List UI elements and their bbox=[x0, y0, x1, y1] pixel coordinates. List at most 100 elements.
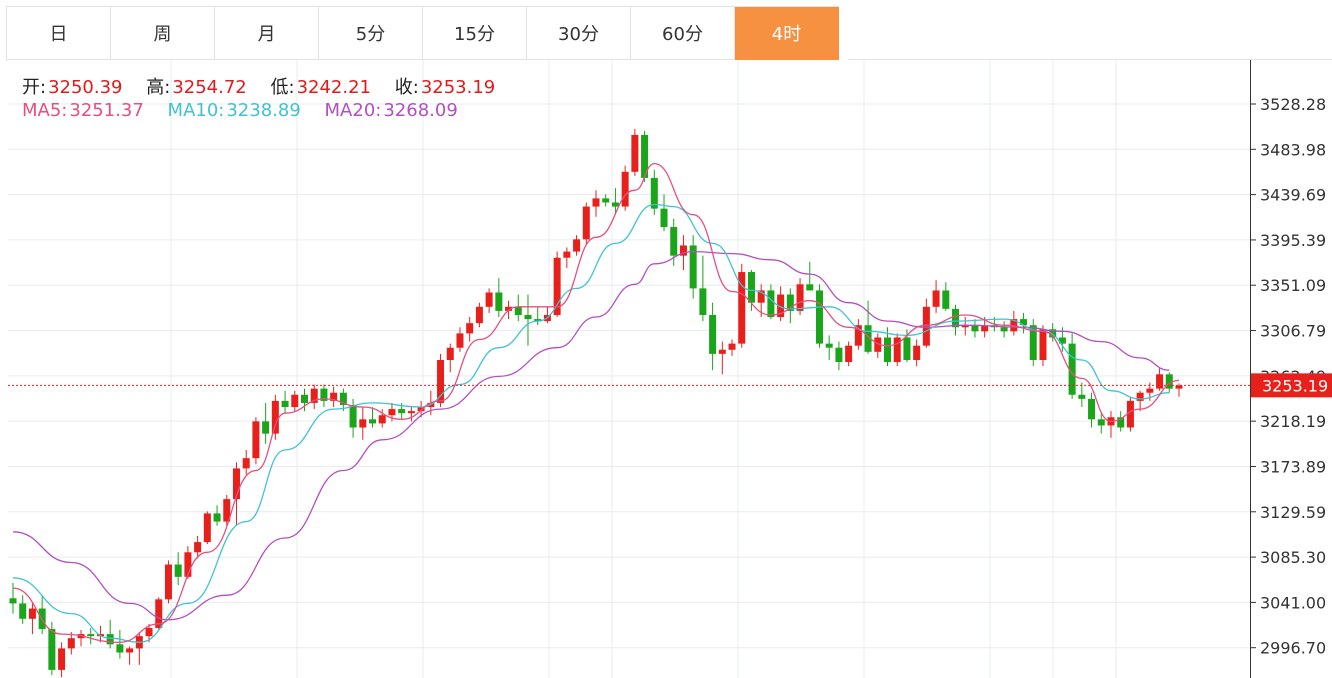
candle-body bbox=[378, 415, 386, 424]
tab-4hour[interactable]: 4时 bbox=[735, 7, 839, 60]
candle bbox=[1049, 323, 1057, 342]
candle-body bbox=[339, 392, 347, 405]
candle bbox=[961, 317, 969, 336]
candles-layer bbox=[9, 128, 1183, 678]
candle bbox=[524, 294, 532, 346]
candle bbox=[369, 407, 377, 428]
candle bbox=[194, 535, 202, 559]
candle-body bbox=[369, 419, 377, 424]
candle bbox=[1039, 325, 1047, 367]
y-tick-label: 3173.89 bbox=[1260, 457, 1326, 476]
tab-month[interactable]: 月 bbox=[215, 7, 319, 60]
candle bbox=[242, 449, 250, 475]
close-value: 3253.19 bbox=[420, 77, 496, 98]
candle-body bbox=[1088, 398, 1096, 420]
candle bbox=[155, 597, 163, 631]
candle bbox=[174, 552, 182, 586]
candle-body bbox=[815, 290, 823, 344]
ohlc-legend: 开: 3250.39 高: 3254.72 低: 3242.21 收: 3253.19 bbox=[22, 73, 497, 99]
candle-body bbox=[58, 648, 66, 670]
last-price-label: 3253.19 bbox=[1262, 376, 1328, 395]
candle bbox=[971, 319, 979, 338]
candle-body bbox=[505, 306, 513, 311]
candle-body bbox=[874, 337, 882, 352]
candle-body bbox=[553, 257, 561, 315]
candle-body bbox=[738, 272, 746, 344]
candle bbox=[223, 494, 231, 526]
candle-body bbox=[495, 292, 503, 311]
candle bbox=[1010, 310, 1018, 336]
candle bbox=[611, 188, 619, 215]
candle-body bbox=[1039, 329, 1047, 360]
candle-body bbox=[913, 345, 921, 360]
candle bbox=[1020, 312, 1028, 334]
candle-body bbox=[203, 513, 211, 543]
candle bbox=[116, 630, 124, 659]
candle-body bbox=[864, 325, 872, 352]
candle-body bbox=[641, 134, 649, 178]
candle-body bbox=[650, 177, 658, 209]
tab-5min[interactable]: 5分 bbox=[319, 7, 423, 60]
candle bbox=[1165, 372, 1173, 393]
candle bbox=[641, 130, 649, 183]
candle-body bbox=[466, 323, 474, 334]
candle bbox=[728, 339, 736, 356]
candle-body bbox=[252, 421, 260, 459]
tab-30min[interactable]: 30分 bbox=[527, 7, 631, 60]
candle bbox=[1126, 396, 1134, 432]
candle bbox=[874, 333, 882, 358]
candle-body bbox=[417, 407, 425, 412]
candle-body bbox=[854, 325, 862, 346]
candle-body bbox=[87, 634, 95, 637]
candle bbox=[58, 642, 66, 678]
candle-body bbox=[310, 388, 318, 403]
candle bbox=[835, 341, 843, 371]
candle-body bbox=[524, 314, 532, 320]
candle bbox=[466, 317, 474, 342]
y-tick-label: 3085.30 bbox=[1260, 548, 1326, 567]
y-tick-label: 3218.19 bbox=[1260, 412, 1326, 431]
candle-body bbox=[767, 290, 775, 318]
candle-body bbox=[281, 400, 289, 408]
last-price-layer: 3253.19 bbox=[8, 373, 1332, 398]
candle bbox=[213, 505, 221, 526]
candle bbox=[660, 194, 668, 232]
candle bbox=[1156, 368, 1164, 391]
candle bbox=[378, 409, 386, 428]
candle-body bbox=[262, 421, 270, 434]
candle-body bbox=[777, 294, 785, 318]
tab-15min[interactable]: 15分 bbox=[423, 7, 527, 60]
candle-body bbox=[48, 628, 56, 670]
candle-body bbox=[407, 411, 415, 414]
tab-day[interactable]: 日 bbox=[7, 7, 111, 60]
candle-body bbox=[845, 345, 853, 363]
low-label: 低: bbox=[270, 77, 295, 98]
candle-body bbox=[388, 409, 396, 416]
candle-body bbox=[835, 347, 843, 363]
ma-legend: MA5: 3251.37 MA10: 3238.89 MA20: 3268.09 bbox=[22, 100, 460, 121]
candle-body bbox=[106, 634, 114, 645]
candle-body bbox=[1156, 374, 1164, 389]
candle bbox=[534, 306, 542, 326]
candle-body bbox=[563, 251, 571, 258]
candle bbox=[1107, 411, 1115, 438]
candle bbox=[485, 288, 493, 313]
candle-body bbox=[223, 499, 231, 522]
candle-body bbox=[1078, 394, 1086, 399]
candle bbox=[495, 278, 503, 318]
candle-body bbox=[9, 598, 17, 604]
tab-week[interactable]: 周 bbox=[111, 7, 215, 60]
candle bbox=[952, 304, 960, 336]
tab-60min[interactable]: 60分 bbox=[631, 7, 735, 60]
candle-body bbox=[621, 171, 629, 207]
candle bbox=[359, 407, 367, 440]
candle-body bbox=[718, 349, 726, 354]
candle-body bbox=[573, 239, 581, 252]
low-value: 3242.21 bbox=[296, 77, 372, 98]
candle-body bbox=[349, 404, 357, 428]
candle-body bbox=[456, 333, 464, 348]
candle bbox=[718, 341, 726, 375]
candle bbox=[592, 190, 600, 217]
candle-body bbox=[825, 343, 833, 348]
candle-body bbox=[670, 227, 678, 256]
